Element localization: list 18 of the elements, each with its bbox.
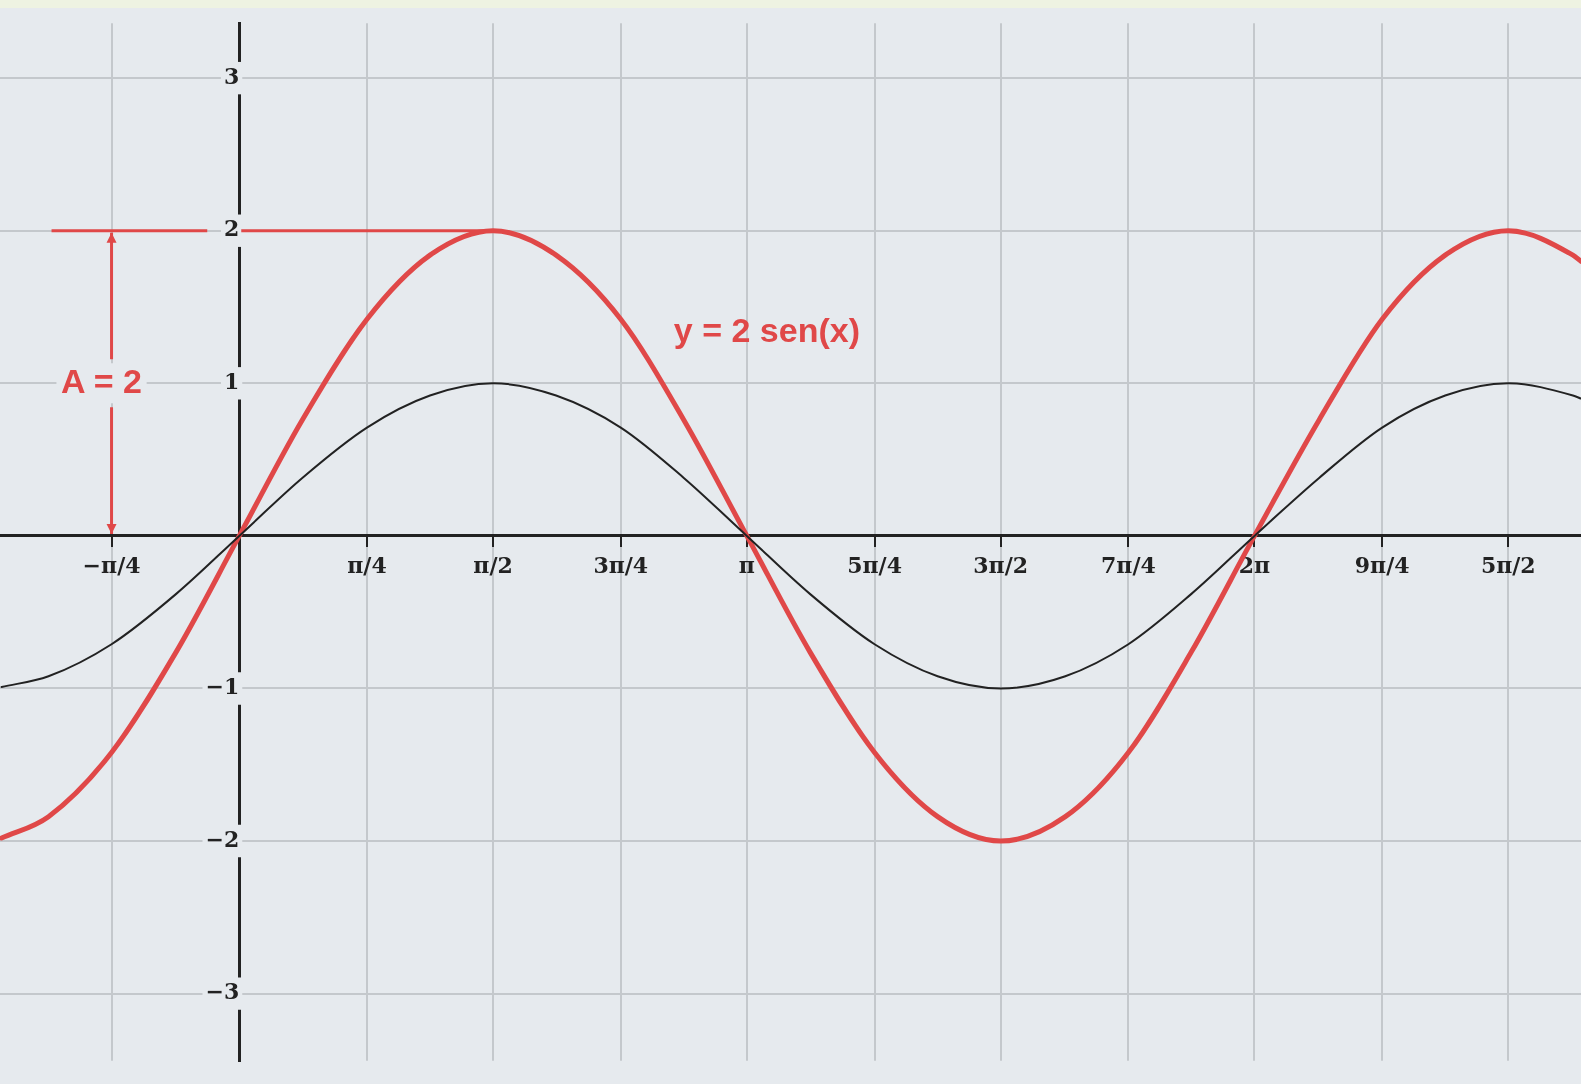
y-tick-label: 1 — [223, 368, 240, 395]
y-tick-label: 2 — [223, 215, 240, 242]
x-tick-label: 5π/2 — [1480, 551, 1536, 578]
x-tick-label: 3π/4 — [593, 551, 649, 578]
series-label: y = 2 sen(x) — [673, 311, 860, 350]
y-tick-label: −3 — [205, 978, 240, 1005]
annotation: A = 2 — [61, 361, 143, 400]
x-tick-label: 7π/4 — [1100, 551, 1156, 578]
x-tick-label: π/2 — [473, 551, 513, 578]
x-tick-label: π — [738, 551, 755, 578]
y-tick-label: −1 — [205, 673, 240, 700]
x-tick-label: π/4 — [347, 551, 387, 578]
y-tick-label: −2 — [205, 825, 240, 852]
x-tick-label: 3π/2 — [973, 551, 1029, 578]
x-tick-label: −π/4 — [82, 551, 141, 578]
x-tick-label: 9π/4 — [1354, 551, 1410, 578]
x-tick-label: 5π/4 — [847, 551, 902, 578]
y-tick-label: 3 — [223, 62, 240, 89]
